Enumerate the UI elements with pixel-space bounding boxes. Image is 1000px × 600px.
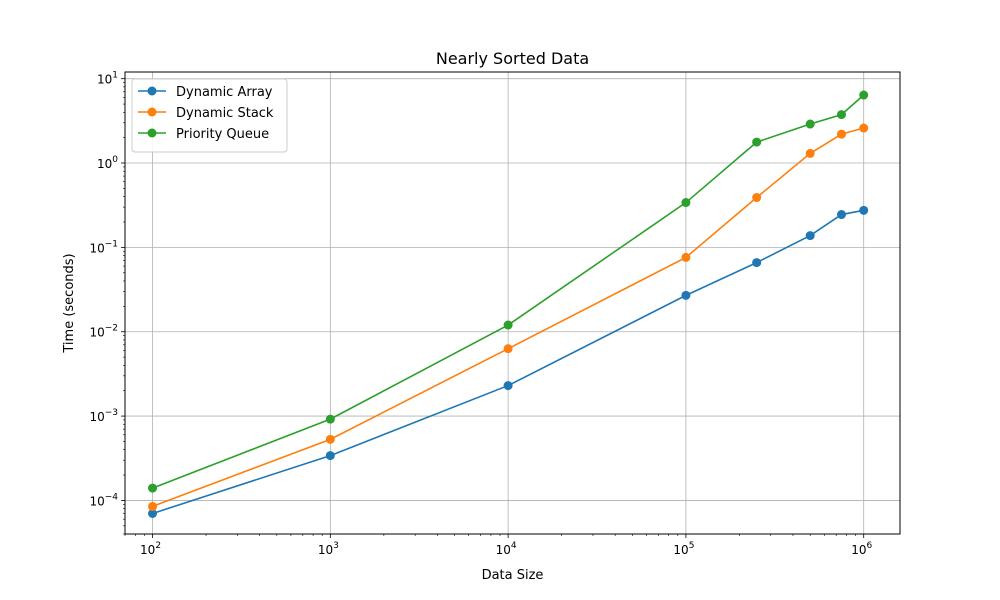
legend-box xyxy=(131,78,288,153)
y-tick-label: 10−2 xyxy=(89,324,118,340)
legend-label-dynamic-stack: Dynamic Stack xyxy=(176,106,274,121)
x-tick-label: 105 xyxy=(673,541,694,557)
plot-frame xyxy=(124,71,901,535)
data-point-dynamic-array xyxy=(325,451,335,461)
x-axis-label: Data Size xyxy=(482,568,544,583)
data-point-dynamic-stack xyxy=(836,129,846,139)
x-tick-label: 104 xyxy=(496,541,517,557)
data-point-dynamic-array xyxy=(836,210,846,220)
y-tick-label: 10−4 xyxy=(89,492,118,508)
series-layer xyxy=(148,90,869,518)
data-point-dynamic-stack xyxy=(503,344,513,354)
ticks: 102 103 104 105 106 10−4 10−3 10−2 10−1 100 101 xyxy=(89,71,872,557)
data-point-priority-queue xyxy=(325,414,335,424)
data-point-priority-queue xyxy=(752,137,762,147)
x-tick-label: 106 xyxy=(851,541,872,557)
series-line-dynamic-array xyxy=(152,209,864,515)
data-point-dynamic-stack xyxy=(325,434,335,444)
legend-label-priority-queue: Priority Queue xyxy=(176,127,269,142)
legend-marker-priority-queue xyxy=(147,128,157,138)
legend-marker-dynamic-array xyxy=(147,86,157,96)
x-tick-label: 103 xyxy=(318,541,339,557)
data-point-dynamic-array xyxy=(148,508,158,518)
legend-label-dynamic-array: Dynamic Array xyxy=(176,85,273,100)
data-point-dynamic-stack xyxy=(859,123,869,133)
data-point-dynamic-stack xyxy=(805,148,815,158)
data-point-dynamic-array xyxy=(805,231,815,241)
chart-title: Nearly Sorted Data xyxy=(436,49,589,68)
y-tick-label: 100 xyxy=(97,155,118,171)
series-line-priority-queue xyxy=(152,94,865,489)
data-point-priority-queue xyxy=(503,320,513,330)
data-point-dynamic-stack xyxy=(752,193,762,203)
data-point-dynamic-array xyxy=(752,258,762,268)
data-point-priority-queue xyxy=(681,198,691,208)
y-tick-label: 10−1 xyxy=(89,239,118,255)
y-tick-label: 10−3 xyxy=(89,408,118,424)
data-point-dynamic-array xyxy=(681,290,691,300)
data-point-priority-queue xyxy=(805,119,815,129)
data-point-dynamic-array xyxy=(859,205,869,215)
legend: Dynamic Array Dynamic Stack Priority Queue xyxy=(131,78,288,153)
y-axis-label: Time (seconds) xyxy=(62,253,77,353)
data-point-dynamic-array xyxy=(503,381,513,391)
x-tick-label: 102 xyxy=(140,541,161,557)
data-point-priority-queue xyxy=(859,90,869,100)
data-point-dynamic-stack xyxy=(148,501,158,511)
data-point-dynamic-stack xyxy=(681,252,691,262)
data-point-priority-queue xyxy=(836,110,846,120)
data-point-priority-queue xyxy=(148,483,158,493)
series-line-dynamic-stack xyxy=(152,127,864,508)
legend-marker-dynamic-stack xyxy=(147,107,157,117)
y-tick-label: 101 xyxy=(97,71,118,87)
